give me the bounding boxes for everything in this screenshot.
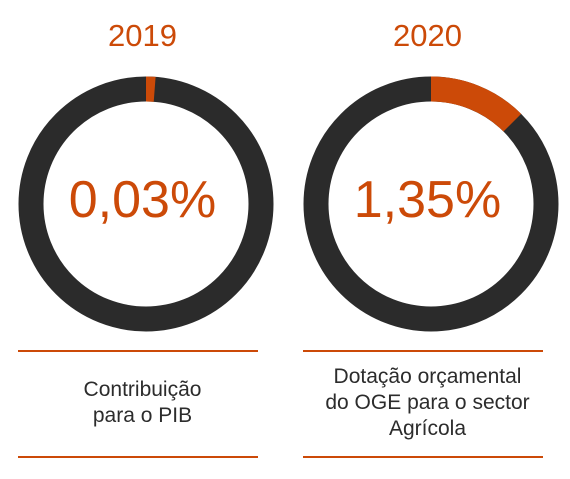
donut-track	[18, 76, 274, 332]
donut-chart-2020	[303, 76, 559, 332]
caption-line: do OGE para o sector	[325, 391, 530, 414]
divider-top	[18, 350, 258, 352]
chart-title: 2019	[108, 18, 177, 53]
value-label: 0,03%	[68, 171, 217, 229]
caption-line: Dotação orçamental	[333, 365, 522, 388]
donut-panel-2019: 2019 0,03% Contribuição para o PIB	[0, 18, 285, 458]
divider-top	[303, 350, 543, 352]
chart-caption: Dotação orçamental do OGE para o sector …	[285, 364, 570, 442]
divider-bottom	[18, 456, 258, 458]
caption-line: Agrícola	[388, 417, 467, 440]
chart-caption: Contribuição para o PIB	[0, 377, 285, 429]
donut-panel-2020: 2020 1,35% Dotação orçamental do OGE par…	[285, 0, 570, 479]
donut-chart-2019	[18, 76, 274, 332]
divider-bottom	[303, 456, 543, 458]
chart-title: 2020	[393, 18, 462, 53]
value-label: 1,35%	[353, 171, 502, 229]
caption-line: Contribuição	[83, 378, 202, 401]
donut-slice-value	[430, 76, 522, 132]
caption-line: para o PIB	[92, 404, 193, 427]
